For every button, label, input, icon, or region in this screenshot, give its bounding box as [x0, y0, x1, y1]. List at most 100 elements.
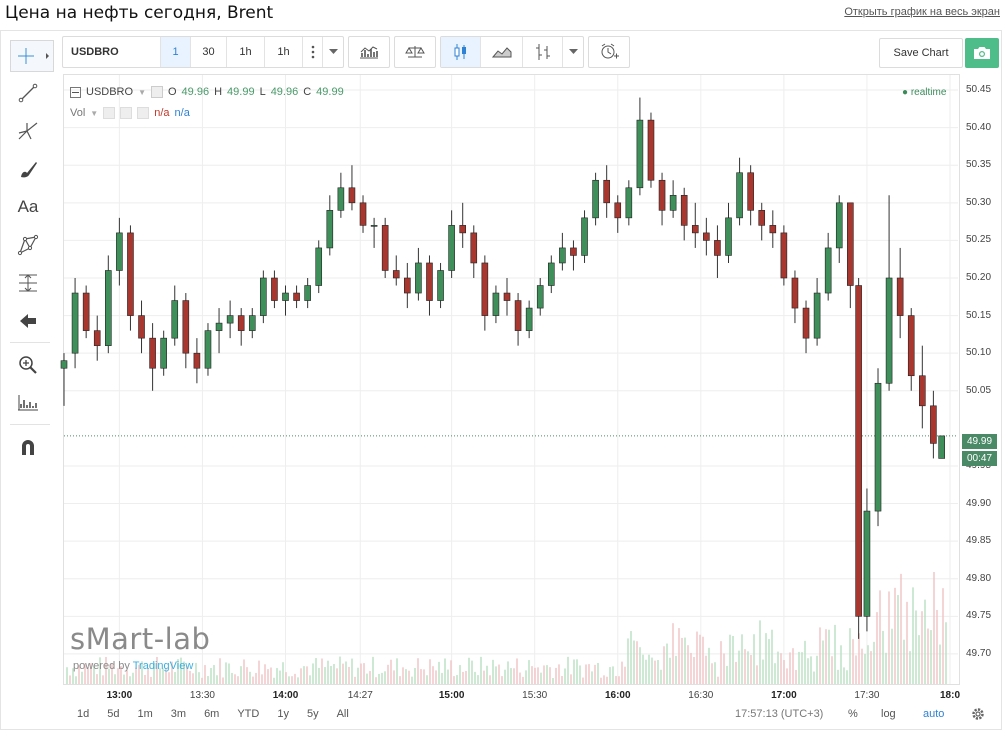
vol-label[interactable]: Vol [70, 107, 86, 119]
chart-widget [0, 30, 1002, 730]
interval-1[interactable]: 1 [161, 37, 191, 67]
time-tick-label: 15:30 [522, 690, 548, 701]
time-tick-label: 16:30 [688, 690, 714, 701]
powered-by-prefix: powered by [73, 660, 130, 672]
percent-toggle[interactable]: % [848, 708, 858, 720]
interval-1h[interactable]: 1h [227, 37, 265, 67]
smart-lab-watermark: sMart-lab [70, 622, 211, 656]
compare-group [394, 36, 436, 68]
time-tick-label: 17:30 [854, 690, 880, 701]
legend-symbol[interactable]: USDBRO [86, 86, 134, 98]
measure-icon[interactable] [12, 268, 44, 298]
indicators-icon[interactable] [349, 37, 389, 67]
eye-icon[interactable] [103, 107, 116, 119]
compare-scale-icon[interactable] [395, 37, 435, 67]
symbol-interval-group: USDBRO 1 30 1h 1h [62, 36, 344, 68]
time-tick-label: 14:27 [347, 690, 373, 701]
tradingview-link[interactable]: TradingView [132, 660, 194, 672]
area-chart-icon[interactable] [481, 37, 523, 67]
interval-1h-alt[interactable]: 1h [265, 37, 303, 67]
pitchfork-icon[interactable] [12, 116, 44, 146]
crosshair-icon[interactable] [10, 40, 54, 72]
price-tick-label: 49.85 [966, 535, 992, 547]
countdown-tag: 00:47 [962, 451, 997, 466]
settings-icon[interactable] [120, 107, 133, 119]
open-value: 49.96 [181, 86, 210, 98]
close-icon[interactable] [137, 107, 150, 119]
interval-30[interactable]: 30 [191, 37, 227, 67]
high-label: H [214, 86, 223, 98]
range-5y[interactable]: 5y [306, 708, 319, 720]
save-chart-button[interactable]: Save Chart [879, 38, 963, 68]
price-tick-label: 50.45 [966, 84, 992, 96]
time-tick-label: 13:30 [189, 690, 215, 701]
chevron-down-icon[interactable]: ▼ [138, 87, 146, 97]
brush-icon[interactable] [12, 154, 44, 184]
time-tick-label: 16:00 [604, 690, 631, 701]
log-toggle[interactable]: log [881, 708, 896, 720]
time-tick-label: 17:00 [771, 690, 797, 701]
volume-legend: Vol ▼ n/a n/a [70, 107, 190, 119]
vol-value-blue: n/a [174, 107, 190, 119]
time-tick-label: 18:0 [939, 690, 961, 701]
price-tick-label: 50.35 [966, 159, 992, 171]
range-6m[interactable]: 6m [204, 708, 220, 720]
alarm-clock-icon[interactable] [589, 37, 629, 67]
auto-toggle[interactable]: auto [923, 708, 945, 720]
text-tool-icon[interactable]: Aa [17, 197, 39, 216]
close-value: 49.99 [316, 86, 344, 98]
clock: 17:57:13 (UTC+3) [735, 708, 824, 720]
chart-pane[interactable] [63, 74, 960, 685]
low-label: L [259, 86, 266, 98]
symbol-legend: USDBRO ▼ O 49.96 H 49.99 L 49.96 C 49.99 [70, 86, 344, 98]
candles-icon[interactable] [441, 37, 481, 67]
time-tick-label: 14:00 [272, 690, 299, 701]
range-1m[interactable]: 1m [137, 708, 153, 720]
magnet-icon[interactable] [12, 432, 44, 462]
eye-icon[interactable] [150, 86, 163, 98]
page-title: Цена на нефть сегодня, Brent [5, 3, 274, 23]
powered-by: powered by TradingView [73, 660, 193, 672]
time-tick-label: 15:00 [438, 690, 465, 701]
range-5d[interactable]: 5d [107, 708, 120, 720]
bars-icon[interactable] [523, 37, 563, 67]
pattern-icon[interactable] [12, 230, 44, 260]
open-label: O [167, 86, 177, 98]
chart-style-group [440, 36, 584, 68]
fullscreen-link[interactable]: Открыть график на весь экран [844, 6, 1000, 18]
gear-icon[interactable] [971, 704, 985, 724]
high-value: 49.99 [227, 86, 255, 98]
collapse-icon[interactable] [70, 86, 81, 98]
range-1y[interactable]: 1y [277, 708, 289, 720]
close-label: C [303, 86, 312, 98]
price-tick-label: 50.10 [966, 347, 992, 359]
trend-line-icon[interactable] [12, 78, 44, 108]
price-tick-label: 49.80 [966, 572, 992, 584]
indicators-group [348, 36, 390, 68]
low-value: 49.96 [270, 86, 299, 98]
price-tick-label: 50.40 [966, 121, 992, 133]
chevron-down-icon[interactable]: ▼ [90, 108, 99, 118]
zoom-in-icon[interactable] [12, 350, 44, 380]
more-vertical-icon[interactable] [303, 37, 323, 67]
range-all[interactable]: All [336, 708, 349, 720]
camera-icon[interactable] [965, 38, 999, 68]
realtime-label: realtime [910, 87, 947, 98]
range-1d[interactable]: 1d [77, 708, 90, 720]
range-ytd[interactable]: YTD [237, 708, 260, 720]
ruler-icon[interactable] [12, 388, 44, 418]
price-tick-label: 49.75 [966, 610, 992, 622]
price-tick-label: 49.70 [966, 647, 992, 659]
price-tick-label: 50.30 [966, 196, 992, 208]
alert-group [588, 36, 630, 68]
realtime-status: ● realtime [902, 87, 947, 98]
time-tick-label: 13:00 [106, 690, 133, 701]
price-tick-label: 50.25 [966, 234, 992, 246]
chevron-down-icon[interactable] [563, 37, 583, 67]
symbol-input[interactable]: USDBRO [63, 37, 161, 67]
price-tick-label: 50.20 [966, 272, 992, 283]
arrow-left-icon[interactable] [12, 306, 44, 336]
price-tick-label: 50.15 [966, 309, 992, 321]
range-3m[interactable]: 3m [170, 708, 187, 720]
chevron-down-icon[interactable] [323, 37, 343, 67]
